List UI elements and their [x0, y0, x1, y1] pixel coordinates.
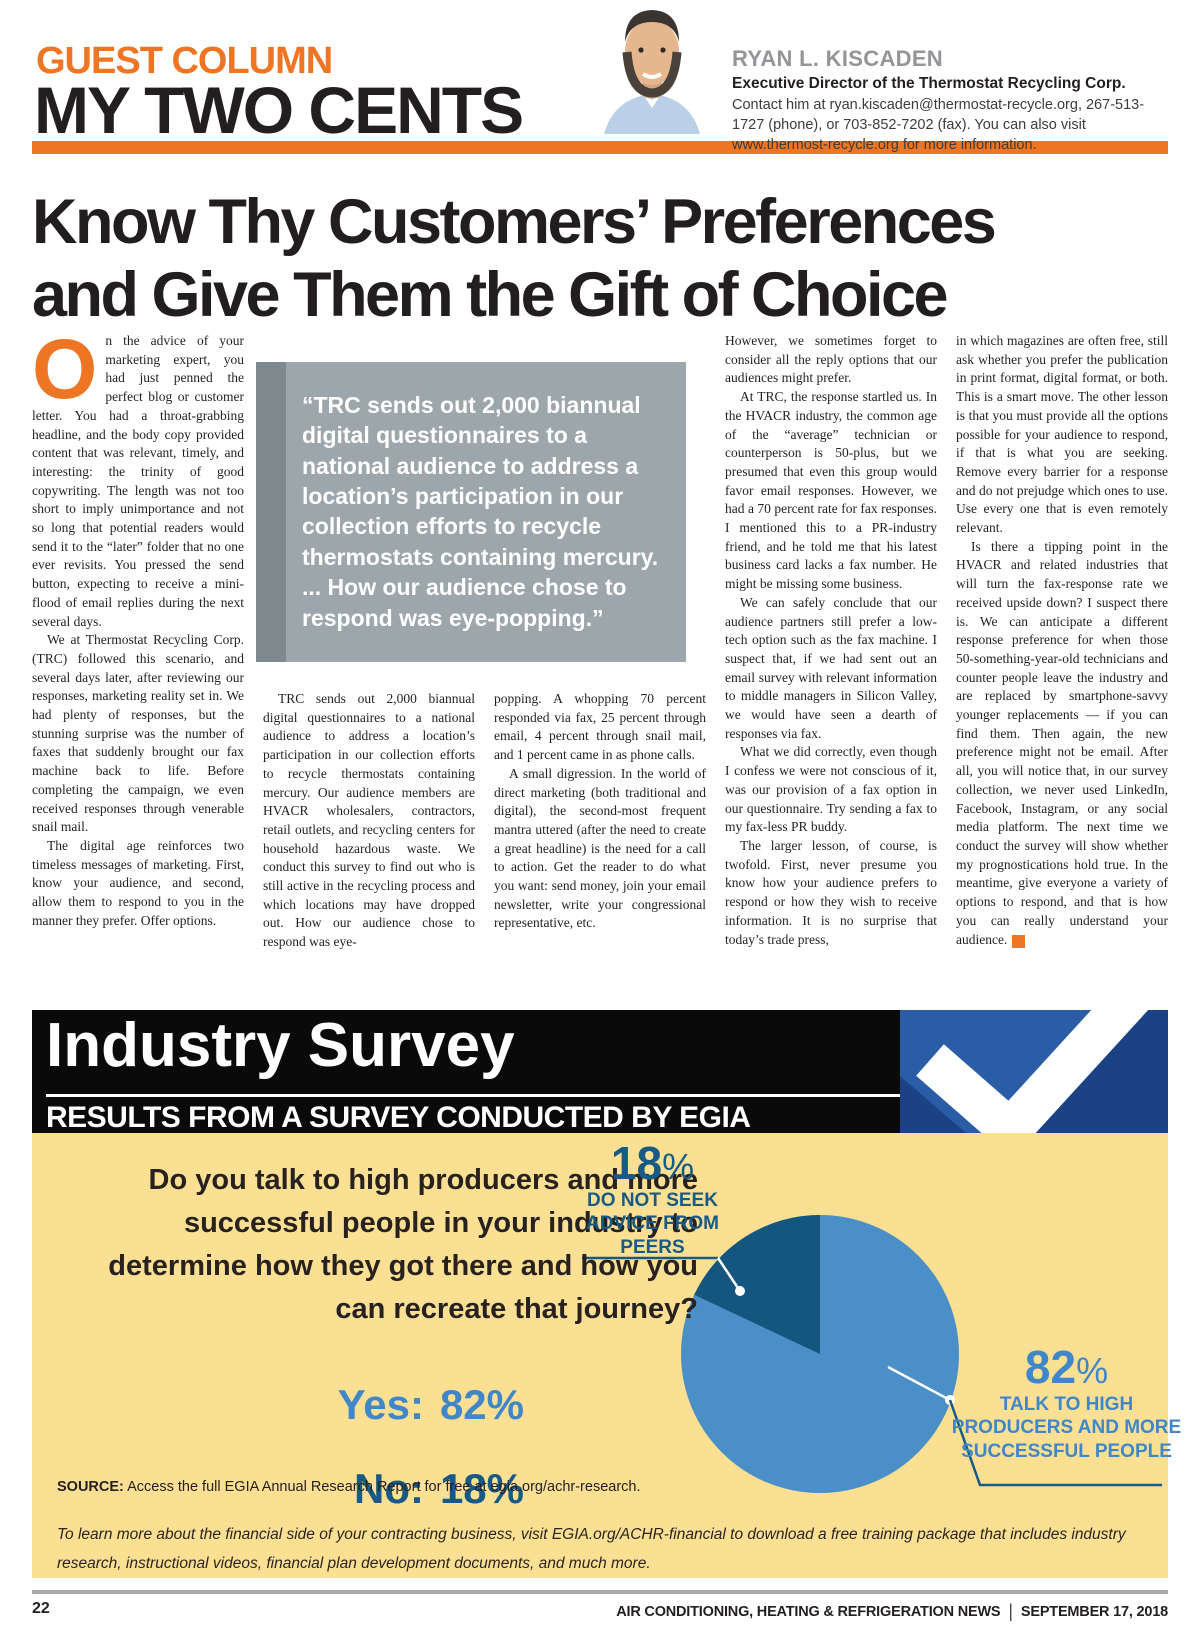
- footer-rule: [32, 1590, 1168, 1594]
- drop-cap: O: [32, 322, 98, 416]
- paragraph: A small digression. In the world of dire…: [494, 765, 706, 931]
- paragraph: The digital age reinforces two timeless …: [32, 837, 244, 928]
- author-contact: Contact him at ryan.kiscaden@thermostat-…: [732, 97, 1145, 153]
- survey-results-panel: Do you talk to high producers and more s…: [32, 1133, 1181, 1578]
- news-endmark-icon: N: [1012, 934, 1035, 948]
- yes-value: 82%: [439, 1381, 524, 1428]
- paragraph: The larger lesson, of course, is twofold…: [725, 837, 937, 947]
- pull-quote-accent-bar: [256, 362, 286, 662]
- column-kicker: GUEST COLUMN: [36, 40, 333, 82]
- checkmark-icon: [900, 975, 1168, 1160]
- author-name: RYAN L. KISCADEN: [732, 46, 943, 71]
- footer-separator: |: [1008, 1601, 1013, 1621]
- publication-name: AIR CONDITIONING, HEATING & REFRIGERATIO…: [616, 1603, 1001, 1620]
- article-column-5: in which magazines are often free, still…: [956, 332, 1168, 992]
- callout-18-percent: 18%: [610, 1137, 695, 1189]
- callout-18-leader-line: [716, 1257, 740, 1289]
- no-label: No:: [354, 1465, 424, 1512]
- callout-82-label: TALK TO HIGH PRODUCERS AND MORE SUCCESSF…: [951, 1394, 1182, 1462]
- callout-18-label: DO NOT SEEK ADVICE FROM PEERS: [586, 1190, 719, 1258]
- source-text: Access the full EGIA Annual Research Rep…: [123, 1479, 641, 1495]
- paragraph: However, we sometimes forget to consider…: [725, 333, 937, 386]
- pull-quote-text: “TRC sends out 2,000 biannual digital qu…: [302, 392, 659, 631]
- survey-title: Industry Survey: [46, 1011, 515, 1080]
- footer-publication-block: AIR CONDITIONING, HEATING & REFRIGERATIO…: [616, 1601, 1168, 1622]
- callout-82-percent: 82%: [1024, 1341, 1109, 1393]
- callout-do-not-seek-advice: 18% DO NOT SEEK ADVICE FROM PEERS: [570, 1139, 735, 1259]
- headline-line-1: Know Thy Customers’ Preferences: [32, 187, 997, 257]
- pull-quote-box: “TRC sends out 2,000 biannual digital qu…: [256, 362, 686, 662]
- article-body: “TRC sends out 2,000 biannual digital qu…: [32, 322, 1168, 992]
- headline-line-2: and Give Them the Gift of Choice: [32, 260, 949, 331]
- callout-talk-to-high-producers: 82% TALK TO HIGH PRODUCERS AND MORE SUCC…: [944, 1343, 1189, 1463]
- paragraph: We can safely conclude that our audience…: [725, 594, 937, 741]
- article-column-2: TRC sends out 2,000 biannual digital que…: [263, 332, 475, 992]
- paragraph: What we did correctly, even though I con…: [725, 744, 937, 835]
- source-label: SOURCE:: [57, 1479, 124, 1495]
- author-title: Executive Director of the Thermostat Rec…: [732, 75, 1126, 92]
- answer-row-yes: Yes: 82%: [262, 1381, 524, 1429]
- survey-answers: Yes: 82% No: 18%: [262, 1381, 524, 1549]
- callout-82-leader-line-inner: [887, 1365, 949, 1401]
- issue-date: SEPTEMBER 17, 2018: [1020, 1603, 1168, 1620]
- banner-divider: [46, 1094, 926, 1097]
- author-photo: [596, 2, 708, 134]
- yes-label: Yes:: [337, 1381, 424, 1428]
- paragraph: TRC sends out 2,000 biannual digital que…: [263, 691, 475, 950]
- author-block: RYAN L. KISCADEN Executive Director of t…: [732, 46, 1152, 155]
- paragraph: We at Thermostat Recycling Corp. (TRC) f…: [32, 632, 244, 835]
- no-value: 18%: [439, 1465, 524, 1512]
- callout-18-dot: [735, 1286, 745, 1296]
- article-column-4: However, we sometimes forget to consider…: [725, 332, 937, 992]
- survey-question: Do you talk to high producers and more s…: [108, 1164, 698, 1325]
- pie-slice-no: [694, 1215, 820, 1354]
- pie-chart: [582, 1215, 1162, 1493]
- article-column-3: popping. A whopping 70 percent responded…: [494, 332, 706, 992]
- column-title: MY TWO CENTS: [34, 73, 524, 147]
- paragraph: Is there a tipping point in the HVACR an…: [956, 538, 1168, 948]
- callout-82-leader-line: [948, 1399, 1162, 1487]
- survey-subtitle: RESULTS FROM A SURVEY CONDUCTED BY EGIA: [46, 1101, 751, 1134]
- masthead-divider: [32, 141, 1168, 154]
- paragraph: At TRC, the response startled us. In the…: [725, 389, 937, 592]
- page-number: 22: [32, 1600, 50, 1617]
- article-headline: Know Thy Customers’ Preferences and Give…: [32, 186, 1168, 332]
- paragraph: popping. A whopping 70 percent responded…: [494, 691, 706, 763]
- author-photo-illustration: [596, 2, 708, 134]
- paragraph: in which magazines are often free, still…: [956, 333, 1168, 536]
- source-line: SOURCE: Access the full EGIA Annual Rese…: [57, 1479, 641, 1495]
- industry-survey-banner: Industry Survey RESULTS FROM A SURVEY CO…: [32, 975, 1168, 1160]
- financial-footnote: To learn more about the financial side o…: [57, 1526, 1126, 1572]
- checkmark-graphic: [900, 975, 1168, 1160]
- answer-row-no: No: 18%: [262, 1465, 524, 1513]
